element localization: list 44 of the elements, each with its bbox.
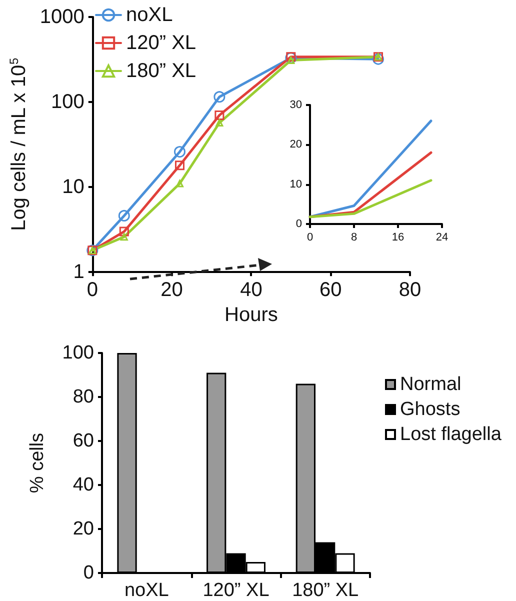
y-axis-title: % cells bbox=[27, 432, 48, 494]
y-tick-label: 80 bbox=[72, 386, 94, 408]
point bbox=[372, 53, 384, 65]
point bbox=[120, 233, 128, 241]
point bbox=[174, 160, 184, 170]
point bbox=[174, 146, 186, 158]
x-tick-label: 120” XL bbox=[202, 580, 270, 601]
y-tick-label: 10 bbox=[62, 176, 84, 198]
point bbox=[214, 110, 224, 120]
x-tick-label: 80 bbox=[398, 279, 422, 302]
x-tick-label: 60 bbox=[319, 279, 342, 302]
legend-label: Ghosts bbox=[400, 399, 460, 420]
x-tick-label: 0 bbox=[306, 232, 314, 244]
y-axis-title: Log cells / mL x 105 bbox=[7, 58, 30, 231]
point bbox=[214, 91, 226, 103]
legend-label: 120” XL bbox=[126, 32, 196, 54]
x-tick-label: 180” XL bbox=[292, 580, 359, 601]
point bbox=[176, 180, 184, 188]
y-tick-label: 40 bbox=[72, 474, 94, 496]
y-tick-label: 10 bbox=[290, 178, 302, 190]
x-tick-label: 40 bbox=[240, 279, 262, 302]
legend-label: Lost flagella bbox=[400, 424, 502, 445]
x-tick-label: 20 bbox=[160, 279, 183, 302]
y-tick-label: 20 bbox=[290, 138, 302, 151]
point bbox=[118, 210, 130, 222]
x-tick-label: noXL bbox=[124, 580, 169, 601]
y-tick-label: 20 bbox=[72, 518, 94, 540]
legend-label: noXL bbox=[126, 4, 173, 26]
y-tick-label: 100 bbox=[51, 91, 84, 114]
y-tick-label: 100 bbox=[62, 342, 94, 364]
x-axis-title: Hours bbox=[224, 304, 278, 326]
y-tick-label: 1000 bbox=[40, 6, 84, 28]
y-tick-label: 1 bbox=[73, 261, 84, 284]
legend-label: 180” XL bbox=[126, 60, 196, 82]
x-tick-label: 24 bbox=[436, 232, 448, 244]
x-tick-label: 8 bbox=[350, 232, 358, 244]
point bbox=[119, 226, 129, 236]
point bbox=[216, 119, 224, 127]
legend-label: Normal bbox=[400, 374, 462, 395]
x-tick-label: 16 bbox=[392, 232, 404, 244]
y-tick-label: 30 bbox=[290, 99, 302, 111]
y-tick-label: 60 bbox=[72, 430, 94, 452]
y-tick-label: 0 bbox=[83, 562, 94, 584]
y-tick-label: 0 bbox=[296, 218, 302, 230]
